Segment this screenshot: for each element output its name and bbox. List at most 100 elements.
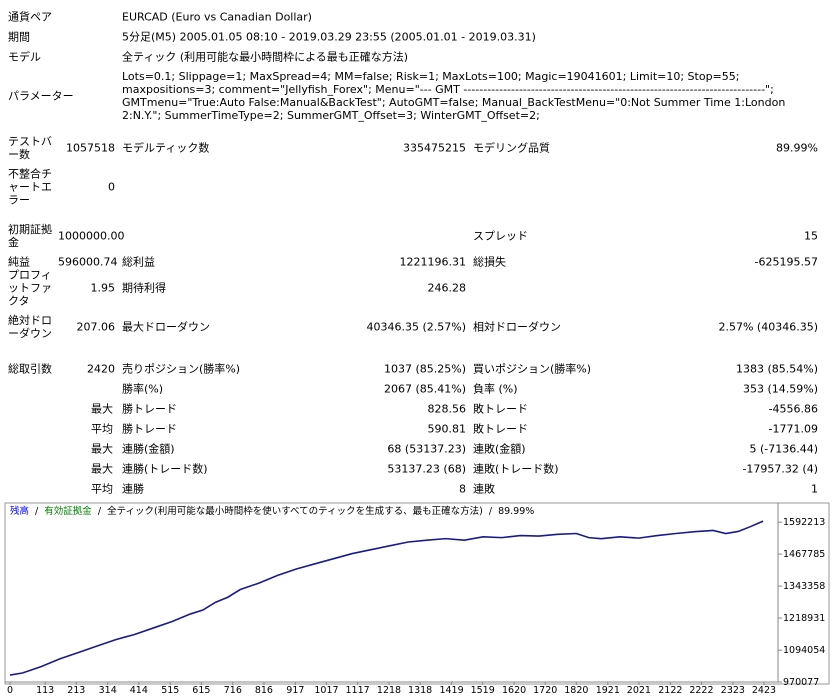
chart-legend: 残高 / 有効証拠金 / 全ティック(利用可能な最小時間枠を使いすべてのティック… <box>10 505 534 517</box>
x-tick-label: 615 <box>192 685 210 696</box>
legend-balance: 残高 <box>10 505 29 517</box>
stat-label: 売りポジション(勝率%) <box>122 362 241 376</box>
stat-label: 連勝(トレード数) <box>122 462 208 476</box>
x-tick-label: 1218 <box>377 685 401 696</box>
y-tick-label: 1592213 <box>783 517 825 528</box>
stat-value: 1000000.00 <box>58 229 125 243</box>
x-tick-label: 1318 <box>408 685 432 696</box>
stat-label: 連勝(金額) <box>122 442 175 456</box>
stat-label: 相対ドローダウン <box>473 320 561 334</box>
x-tick-label: 2222 <box>689 685 713 696</box>
stat-value: -625195.57 <box>754 255 818 269</box>
stat-value: 1 <box>811 482 818 496</box>
stat-label: テストバー数 <box>8 135 52 161</box>
stat-value: 1037 (85.25%) <box>383 362 466 376</box>
stat-label: スプレッド <box>473 229 528 243</box>
stat-value: 0 <box>108 180 115 194</box>
stat-label: 連敗(金額) <box>473 442 526 456</box>
x-tick-label: 314 <box>99 685 117 696</box>
stat-value: 68 (53137.23) <box>387 442 466 456</box>
header-value: 全ティック (利用可能な最小時間枠による最も正確な方法) <box>122 50 409 64</box>
x-tick-label: 0 <box>7 685 13 696</box>
x-tick-label: 1519 <box>471 685 495 696</box>
y-tick-label: 1218931 <box>783 613 825 624</box>
stat-prefix: 平均 <box>91 422 113 436</box>
stat-value: 207.06 <box>76 320 116 334</box>
x-tick-label: 816 <box>255 685 273 696</box>
stat-value: -17957.32 (4) <box>742 462 818 476</box>
stat-prefix: 最大 <box>91 462 113 476</box>
chart-frame <box>4 502 830 685</box>
stat-value: 5 (-7136.44) <box>749 442 818 456</box>
stat-value: 2420 <box>87 362 115 376</box>
stat-value: 828.56 <box>427 402 467 416</box>
stat-label: プロフィットファクタ <box>8 268 52 308</box>
stat-value: 590.81 <box>427 422 467 436</box>
stat-label: 純益 <box>8 255 30 269</box>
y-tick-label: 1343358 <box>783 581 825 592</box>
x-tick-label: 1117 <box>345 685 369 696</box>
header-value: EURCAD (Euro vs Canadian Dollar) <box>122 10 312 24</box>
stat-value: 1057518 <box>66 141 115 155</box>
x-tick-label: 917 <box>286 685 304 696</box>
stat-label: 総利益 <box>122 255 155 269</box>
stat-value: 596000.74 <box>58 255 118 269</box>
legend-model: 全ティック(利用可能な最小時間枠を使いすべてのティックを生成する、最も正確な方法… <box>107 505 483 517</box>
legend-separator: / <box>98 506 102 517</box>
stat-label: 初期証拠金 <box>8 223 52 249</box>
header-label: 通貨ペア <box>8 10 52 24</box>
stat-value: 15 <box>804 229 818 243</box>
x-tick-label: 1820 <box>564 685 588 696</box>
x-tick-label: 2323 <box>721 685 745 696</box>
header-value: 5分足(M5) 2005.01.05 08:10 - 2019.03.29 23… <box>122 30 536 44</box>
x-tick-label: 1419 <box>439 685 463 696</box>
stat-label: 期待利得 <box>122 281 166 295</box>
stat-value: -1771.09 <box>768 422 818 436</box>
stat-label: モデリング品質 <box>473 141 550 155</box>
stat-label: 連勝 <box>122 482 144 496</box>
x-tick-label: 2021 <box>627 685 651 696</box>
stat-label: モデルティック数 <box>122 141 210 155</box>
legend-separator: / <box>35 506 39 517</box>
stat-value: 246.28 <box>427 281 467 295</box>
x-tick-label: 414 <box>130 685 148 696</box>
header-label: 期間 <box>8 30 30 44</box>
stat-value: 89.99% <box>776 141 818 155</box>
stat-value: 53137.23 (68) <box>387 462 466 476</box>
stat-value: 1383 (85.54%) <box>735 362 818 376</box>
y-tick-label: 970077 <box>783 677 819 688</box>
stat-value: 2067 (85.41%) <box>383 382 466 396</box>
legend-separator: / <box>489 506 493 517</box>
stat-value: 40346.35 (2.57%) <box>366 320 466 334</box>
x-tick-label: 515 <box>161 685 179 696</box>
header-label: パラメーター <box>8 89 74 103</box>
stat-value: 335475215 <box>403 141 466 155</box>
stat-value: 1.95 <box>90 281 116 295</box>
legend-equity: 有効証拠金 <box>44 505 92 517</box>
stat-label: 連敗(トレード数) <box>473 462 559 476</box>
stat-prefix: 平均 <box>91 482 113 496</box>
x-tick-label: 213 <box>67 685 85 696</box>
stat-value: -4556.86 <box>768 402 818 416</box>
stat-value: 2.57% (40346.35) <box>718 320 818 334</box>
stat-prefix: 最大 <box>91 402 113 416</box>
stat-label: 敗トレード <box>473 402 528 416</box>
header-label: モデル <box>8 50 41 64</box>
stat-value: 353 (14.59%) <box>742 382 818 396</box>
x-tick-label: 1620 <box>502 685 526 696</box>
balance-line <box>9 520 764 676</box>
y-tick-label: 1467785 <box>783 549 825 560</box>
x-tick-label: 1017 <box>314 685 338 696</box>
stat-label: 連敗 <box>473 482 495 496</box>
stat-label: 総損失 <box>473 255 506 269</box>
stat-label: 勝トレード <box>122 402 177 416</box>
x-tick-label: 2423 <box>752 685 776 696</box>
header-value: Lots=0.1; Slippage=1; MaxSpread=4; MM=fa… <box>122 70 786 122</box>
y-tick-label: 1094054 <box>783 645 825 656</box>
stat-value: 8 <box>459 482 466 496</box>
x-tick-label: 716 <box>224 685 242 696</box>
x-tick-label: 1921 <box>596 685 620 696</box>
stat-label: 勝率(%) <box>122 382 164 396</box>
stat-label: 勝トレード <box>122 422 177 436</box>
